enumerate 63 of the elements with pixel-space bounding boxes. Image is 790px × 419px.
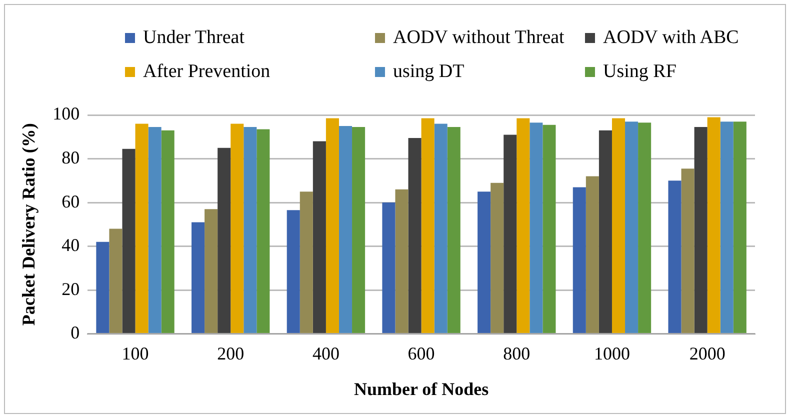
bar [148, 127, 162, 334]
bar [218, 148, 231, 334]
bar [694, 127, 708, 334]
bar [395, 189, 408, 334]
bar [542, 124, 556, 334]
bar [122, 148, 136, 334]
y-tick-label: 0 [70, 322, 80, 343]
bar [230, 124, 244, 334]
bar [192, 222, 205, 334]
bar [161, 130, 174, 334]
bar [300, 192, 313, 334]
bar [352, 127, 366, 334]
bar [244, 127, 257, 334]
x-tick-label: 600 [408, 343, 435, 364]
bar [720, 122, 734, 334]
legend-label: Using RF [602, 61, 678, 83]
bar [504, 134, 517, 334]
x-axis-title: Number of Nodes [354, 378, 489, 399]
bar [733, 122, 746, 334]
x-tick-label: 400 [312, 343, 340, 364]
bar [478, 192, 491, 334]
x-tick-label: 100 [122, 343, 149, 364]
bar [572, 187, 586, 334]
y-axis-title: Packet Delivery Ratio (%) [18, 123, 38, 326]
bar [681, 168, 694, 334]
y-tick-label: 100 [52, 104, 80, 124]
bar [434, 124, 448, 334]
x-tick-label: 1000 [594, 343, 630, 364]
bar [338, 126, 352, 334]
bar [707, 117, 720, 334]
bar [530, 122, 543, 334]
y-tick-label: 40 [62, 235, 80, 256]
bar [598, 130, 612, 334]
bar [421, 118, 434, 334]
bar [408, 138, 422, 334]
legend-label: AODV with ABC [602, 27, 740, 49]
x-tick-label: 2000 [689, 343, 726, 364]
y-tick-label: 60 [62, 191, 80, 212]
x-tick-label: 200 [217, 343, 244, 364]
bar [382, 202, 396, 334]
bar [326, 118, 339, 334]
bar [109, 228, 122, 334]
bar [625, 122, 638, 334]
bar [612, 118, 626, 334]
bar [447, 127, 460, 334]
x-tick-label: 800 [503, 343, 530, 364]
legend-label: After Prevention [142, 61, 272, 83]
bar [490, 182, 504, 334]
bar [586, 176, 599, 334]
bar [96, 242, 110, 334]
y-tick-label: 20 [62, 278, 80, 299]
bar [256, 129, 270, 334]
bar [135, 124, 148, 334]
bar [668, 180, 682, 334]
legend-label: Under Threat [142, 27, 246, 49]
legend-label: using DT [392, 61, 466, 83]
bar [638, 122, 652, 334]
bar [516, 118, 530, 334]
y-tick-label: 80 [62, 147, 80, 168]
bar [286, 210, 300, 334]
bar [312, 141, 326, 334]
legend-label: AODV without Threat [392, 27, 566, 49]
bar [204, 209, 218, 334]
